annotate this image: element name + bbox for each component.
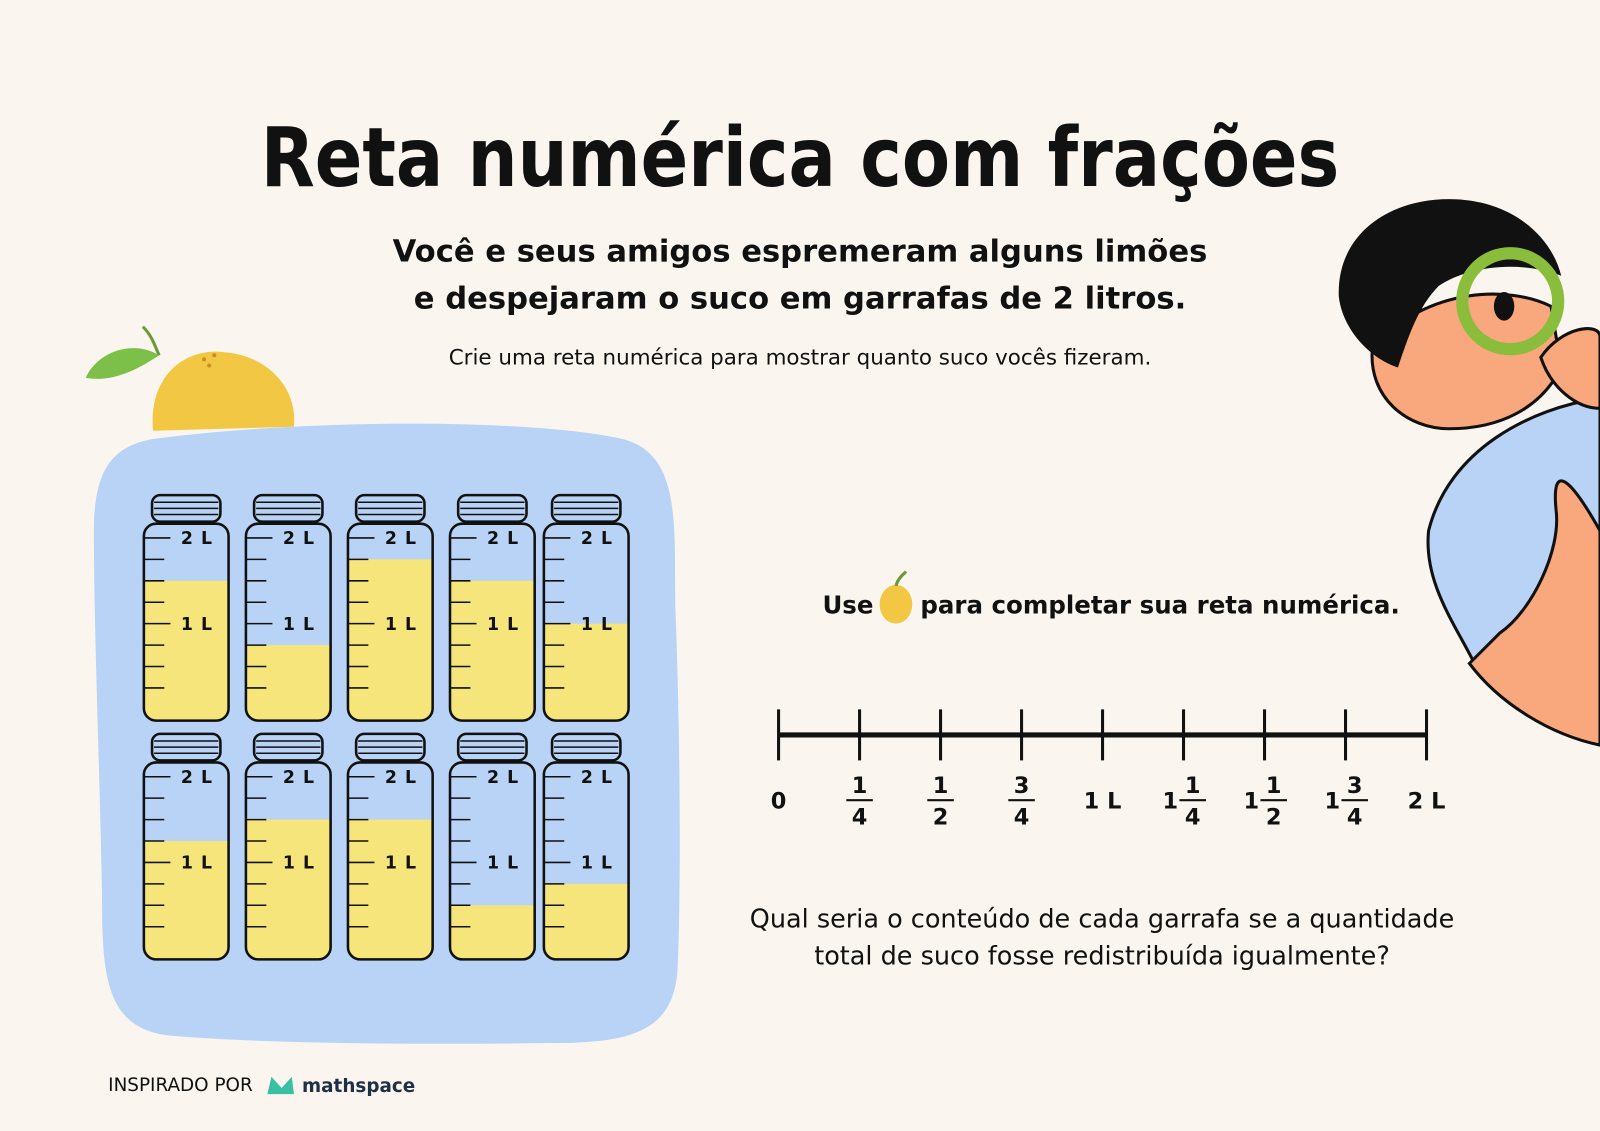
footer-brand: mathspace [302,1076,415,1097]
jar-outline [346,761,434,961]
jar-label: 2 L [181,768,213,788]
jar-label: 1 L [181,615,213,635]
question: Qual seria o conteúdo de cada garrafa se… [750,905,1455,935]
jar-label: 2 L [385,529,417,549]
jar-outline [448,522,536,722]
juice-fill [245,819,331,960]
jar: 2 L 1 L [346,493,434,722]
jar-label: 2 L [581,768,613,788]
jar: 2 L 1 L [142,493,230,722]
tick-denominator: 2 [1266,805,1282,831]
jar-label: 1 L [385,615,417,635]
jar-label: 1 L [581,615,613,635]
jar-label: 2 L [487,529,519,549]
juice-fill [245,645,331,721]
boy-illustration [1338,199,1600,747]
jar-label: 2 L [487,768,519,788]
tick-denominator: 4 [1014,805,1030,831]
jar-outline [244,522,332,722]
juice-fill [347,819,433,960]
tick-numerator: 1 [933,773,949,799]
juice-fill [543,623,629,721]
tick-numerator: 1 [1266,773,1282,799]
title: Reta numérica com frações [261,111,1340,206]
instruction: Crie uma reta numérica para mostrar quan… [449,345,1152,370]
juice-fill [450,580,535,721]
brand-logo [267,1076,294,1095]
tick-denominator: 4 [1347,805,1363,831]
jar: 2 L 1 L [448,493,536,722]
jar-outline [448,761,536,961]
lemon-illustration [85,325,295,431]
jar-label: 1 L [487,854,519,874]
tick-numerator: 3 [1014,773,1030,799]
jar-outline [244,761,332,961]
jar-label: 1 L [385,854,417,874]
jar: 2 L 1 L [244,732,332,961]
tick-whole: 1 [1324,788,1340,814]
lemon-icon [879,570,913,624]
jar: 2 L 1 L [542,493,630,722]
jar: 2 L 1 L [244,493,332,722]
tick-label: 2 L [1408,788,1446,814]
tick-label: 0 [771,788,787,814]
jar-outline [542,522,630,722]
footer-credit: INSPIRADO POR [108,1075,253,1096]
question: total de suco fosse redistribuída igualm… [814,941,1390,971]
juice-fill [450,905,535,960]
tick-numerator: 1 [1185,773,1201,799]
jar: 2 L 1 L [542,732,630,961]
prompt-text: Use [822,590,873,619]
jar-label: 2 L [283,529,315,549]
jar-label: 1 L [181,854,213,874]
juice-fill [347,559,433,721]
juice-fill [543,883,629,960]
jar-outline [142,522,230,722]
jar-label: 2 L [581,529,613,549]
jar-label: 1 L [487,615,519,635]
tick-denominator: 2 [933,805,949,831]
jar-label: 2 L [385,768,417,788]
jar-label: 1 L [283,615,315,635]
subtitle: e despejaram o suco em garrafas de 2 lit… [414,282,1186,317]
jars: 2 L 1 L 2 L 1 L 2 L 1 L 2 L 1 L 2 L 1 L 2 L 1 L 2 L 1… [142,493,630,961]
tick-numerator: 3 [1347,773,1363,799]
jar-label: 2 L [181,529,213,549]
jar-label: 1 L [283,854,315,874]
jar-outline [142,761,230,961]
jar: 2 L 1 L [448,732,536,961]
jar-label: 2 L [283,768,315,788]
jar-label: 1 L [581,854,613,874]
tick-denominator: 4 [852,805,868,831]
prompt-text: para completar sua reta numérica. [920,590,1399,619]
jar: 2 L 1 L [346,732,434,961]
jar: 2 L 1 L [142,732,230,961]
tick-denominator: 4 [1185,805,1201,831]
tick-label: 1 L [1084,788,1122,814]
tick-whole: 1 [1162,788,1178,814]
juice-fill [143,580,229,721]
tick-numerator: 1 [852,773,868,799]
jar-outline [542,761,630,961]
juice-fill [143,841,229,960]
jar-outline [346,522,434,722]
tick-whole: 1 [1243,788,1259,814]
subtitle: Você e seus amigos espremeram alguns lim… [393,235,1208,270]
